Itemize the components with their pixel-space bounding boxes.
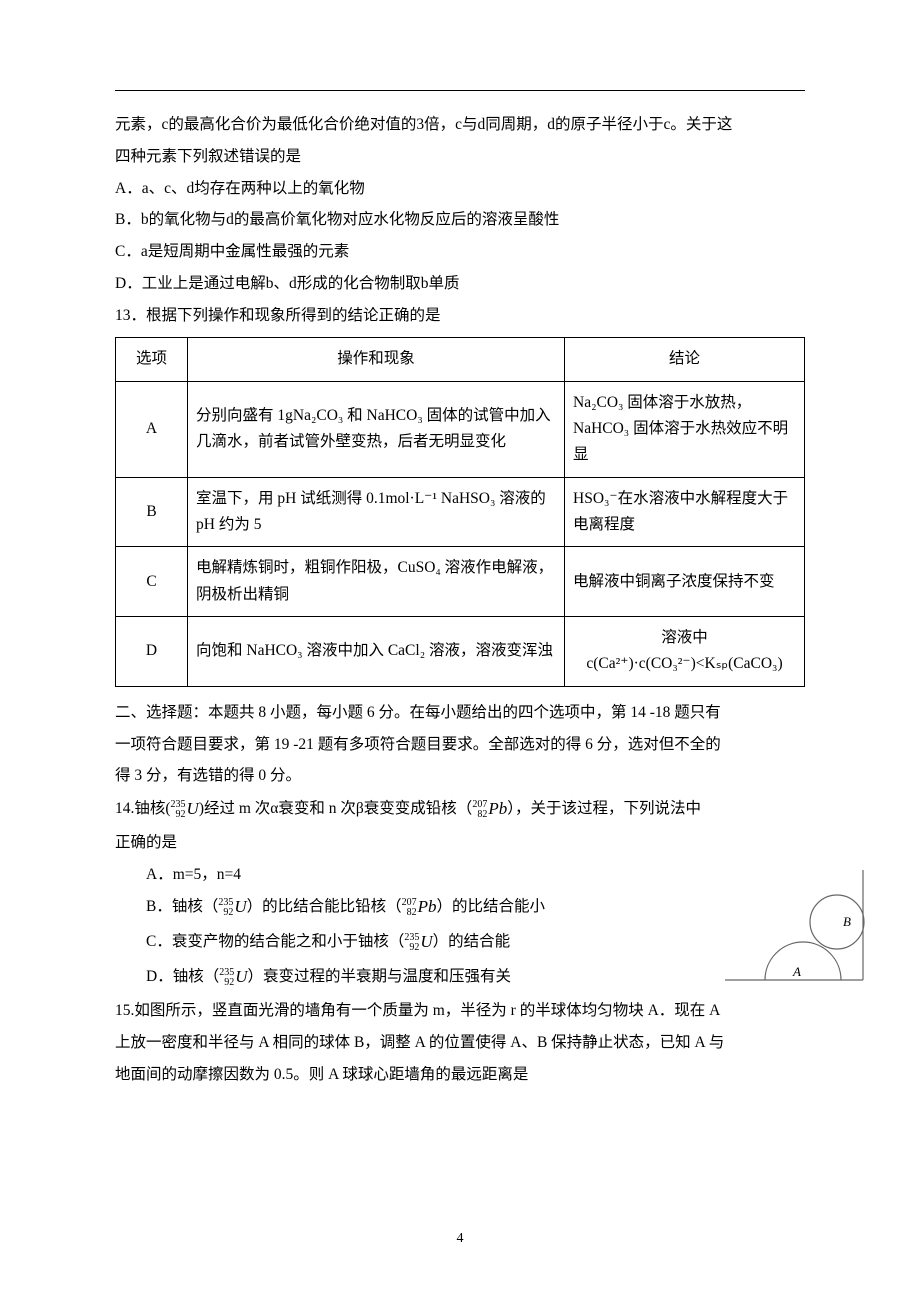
q13-table: 选项 操作和现象 结论 A 分别向盛有 1gNa₂CO₃ 和 NaHCO₃ 固体… bbox=[115, 337, 805, 686]
q15-line1: 15.如图所示，竖直面光滑的墙角有一个质量为 m，半径为 r 的半球体均匀物块 … bbox=[115, 995, 805, 1027]
q12-continuation-line2: 四种元素下列叙述错误的是 bbox=[115, 141, 805, 173]
nuclide-u235: 23592U bbox=[218, 890, 246, 925]
q13-row-a-res: Na₂CO₃ 固体溶于水放热，NaHCO₃ 固体溶于水热效应不明显 bbox=[565, 381, 805, 477]
nuclide-pb207: 20782Pb bbox=[402, 890, 437, 925]
q13-row-b-opt: B bbox=[116, 477, 188, 547]
q14-option-c: C．衰变产物的结合能之和小于铀核（23592U）的结合能 bbox=[115, 925, 805, 960]
q14-option-a: A．m=5，n=4 bbox=[115, 859, 805, 891]
table-row: C 电解精炼铜时，粗铜作阳极，CuSO₄ 溶液作电解液，阴极析出精铜 电解液中铜… bbox=[116, 547, 805, 617]
q13-stem: 13．根据下列操作和现象所得到的结论正确的是 bbox=[115, 300, 805, 332]
q13-row-a-opt: A bbox=[116, 381, 188, 477]
q12-option-b: B．b的氧化物与d的最高价氧化物对应水化物反应后的溶液呈酸性 bbox=[115, 204, 805, 236]
q13-row-d-res: 溶液中 c(Ca²⁺)·c(CO₃²⁻)<Kₛₚ(CaCO₃) bbox=[565, 617, 805, 687]
q13-row-c-res: 电解液中铜离子浓度保持不变 bbox=[565, 547, 805, 617]
nuclide-u235: 23592U bbox=[219, 960, 247, 995]
section2-line3: 得 3 分，有选错的得 0 分。 bbox=[115, 760, 805, 792]
q13-th-option: 选项 bbox=[116, 338, 188, 381]
q12-continuation-line1: 元素，c的最高化合价为最低化合价绝对值的3倍，c与d同周期，d的原子半径小于c。… bbox=[115, 109, 805, 141]
nuclide-u235: 23592U bbox=[171, 792, 199, 827]
q13-th-operation: 操作和现象 bbox=[188, 338, 565, 381]
diagram-label-b: B bbox=[843, 914, 851, 929]
diagram-label-a: A bbox=[792, 964, 801, 979]
table-row: A 分别向盛有 1gNa₂CO₃ 和 NaHCO₃ 固体的试管中加入几滴水，前者… bbox=[116, 381, 805, 477]
q12-option-d: D．工业上是通过电解b、d形成的化合物制取b单质 bbox=[115, 268, 805, 300]
q15-line2: 上放一密度和半径与 A 相同的球体 B，调整 A 的位置使得 A、B 保持静止状… bbox=[115, 1027, 805, 1059]
q15-line3: 地面间的动摩擦因数为 0.5。则 A 球球心距墙角的最远距离是 bbox=[115, 1059, 805, 1091]
q14-stem-end: 正确的是 bbox=[115, 827, 805, 859]
section2-line1: 二、选择题：本题共 8 小题，每小题 6 分。在每小题给出的四个选项中，第 14… bbox=[115, 697, 805, 729]
nuclide-pb207: 20782Pb bbox=[472, 792, 507, 827]
page-number: 4 bbox=[0, 1231, 920, 1247]
nuclide-u235: 23592U bbox=[404, 925, 432, 960]
table-row: B 室温下，用 pH 试纸测得 0.1mol·L⁻¹ NaHSO₃ 溶液的 pH… bbox=[116, 477, 805, 547]
q13-row-d-opt: D bbox=[116, 617, 188, 687]
q12-option-a: A．a、c、d均存在两种以上的氧化物 bbox=[115, 173, 805, 205]
q14-option-b: B．铀核（23592U）的比结合能比铅核（20782Pb）的比结合能小 bbox=[115, 890, 805, 925]
q13-th-conclusion: 结论 bbox=[565, 338, 805, 381]
q13-row-a-op: 分别向盛有 1gNa₂CO₃ 和 NaHCO₃ 固体的试管中加入几滴水，前者试管… bbox=[188, 381, 565, 477]
q13-row-d-op: 向饱和 NaHCO₃ 溶液中加入 CaCl₂ 溶液，溶液变浑浊 bbox=[188, 617, 565, 687]
q13-row-b-op: 室温下，用 pH 试纸测得 0.1mol·L⁻¹ NaHSO₃ 溶液的 pH 约… bbox=[188, 477, 565, 547]
q13-row-c-op: 电解精炼铜时，粗铜作阳极，CuSO₄ 溶液作电解液，阴极析出精铜 bbox=[188, 547, 565, 617]
q14-option-d: D．铀核（23592U）衰变过程的半衰期与温度和压强有关 bbox=[115, 960, 805, 995]
section2-line2: 一项符合题目要求，第 19 -21 题有多项符合题目要求。全部选对的得 6 分，… bbox=[115, 729, 805, 761]
q12-option-c: C．a是短周期中金属性最强的元素 bbox=[115, 236, 805, 268]
q15-diagram: A B bbox=[715, 870, 865, 990]
table-row: D 向饱和 NaHCO₃ 溶液中加入 CaCl₂ 溶液，溶液变浑浊 溶液中 c(… bbox=[116, 617, 805, 687]
q14-stem: 14.铀核(23592U)经过 m 次α衰变和 n 次β衰变变成铅核（20782… bbox=[115, 792, 805, 827]
q13-row-b-res: HSO₃⁻在水溶液中水解程度大于电离程度 bbox=[565, 477, 805, 547]
q13-row-c-opt: C bbox=[116, 547, 188, 617]
